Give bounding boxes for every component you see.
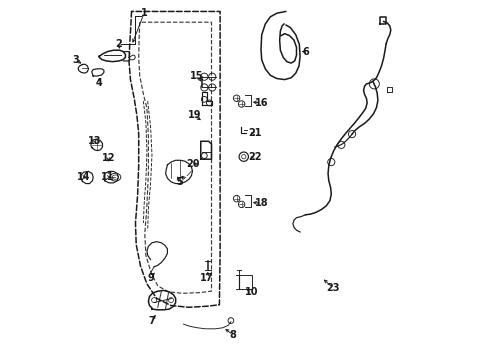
- Text: 14: 14: [77, 172, 90, 182]
- Text: 23: 23: [326, 283, 340, 293]
- Text: 3: 3: [72, 55, 79, 65]
- Text: 9: 9: [147, 273, 154, 283]
- Text: 18: 18: [254, 198, 268, 208]
- Text: 7: 7: [147, 316, 154, 325]
- Text: 16: 16: [254, 98, 268, 108]
- Text: 6: 6: [302, 46, 309, 57]
- Text: 15: 15: [190, 71, 203, 81]
- Text: 19: 19: [187, 111, 201, 121]
- Text: 4: 4: [96, 78, 102, 88]
- Text: 22: 22: [247, 152, 261, 162]
- Text: 13: 13: [88, 136, 101, 145]
- Text: 5: 5: [176, 177, 182, 187]
- Text: 8: 8: [229, 330, 236, 340]
- Text: 10: 10: [244, 287, 258, 297]
- Text: 12: 12: [102, 153, 115, 163]
- Text: 11: 11: [101, 172, 114, 182]
- Text: 2: 2: [115, 39, 122, 49]
- Text: 1: 1: [141, 8, 147, 18]
- Text: 20: 20: [185, 159, 199, 169]
- Text: 17: 17: [200, 273, 213, 283]
- Text: 21: 21: [247, 129, 261, 138]
